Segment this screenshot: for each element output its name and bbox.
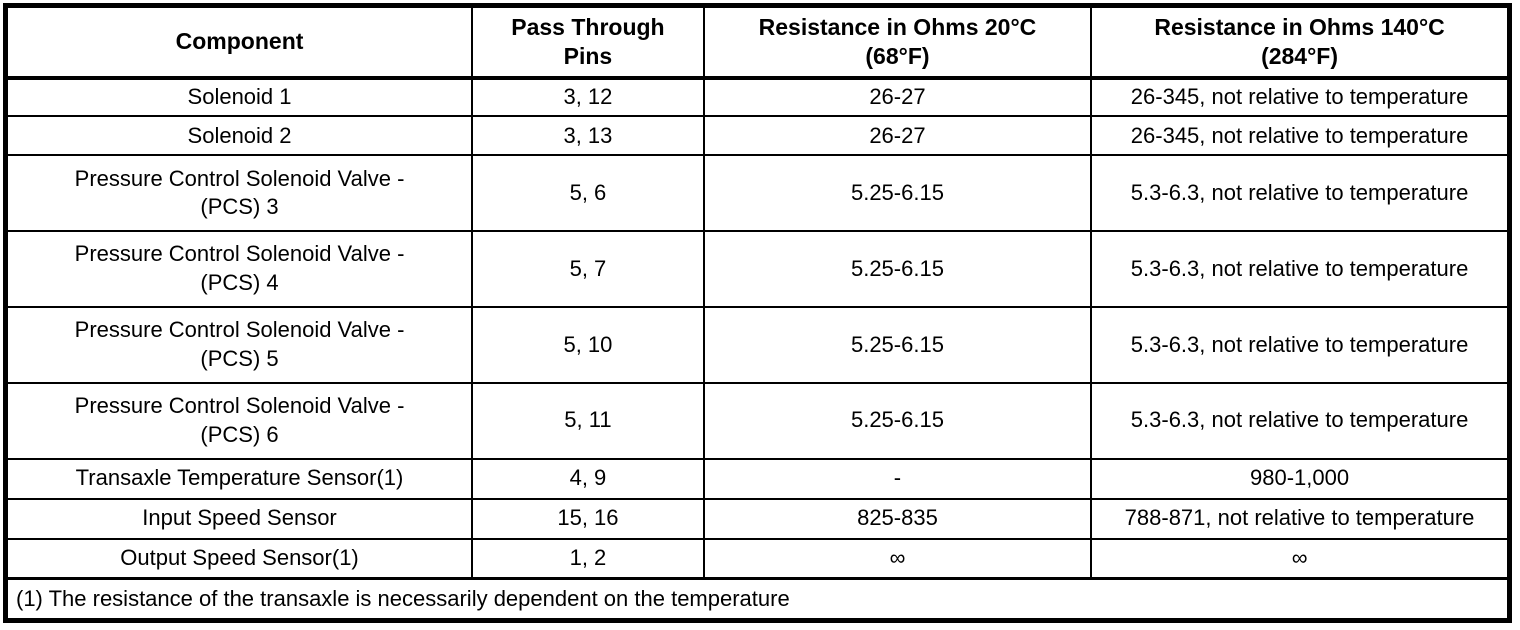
cell-resistance-140c: ∞	[1090, 537, 1511, 580]
cell-component: Transaxle Temperature Sensor(1)	[4, 457, 474, 500]
cell-resistance-140c: 26-345, not relative to temperature	[1090, 76, 1511, 118]
footnote-text: (1) The resistance of the transaxle is n…	[4, 577, 1511, 622]
table-row-solenoid-1: Solenoid 1 3, 12 26-27 26-345, not relat…	[4, 76, 1511, 118]
cell-resistance-20c: -	[702, 457, 1093, 500]
header-resistance-140c: Resistance in Ohms 140°C (284°F)	[1090, 4, 1511, 80]
cell-component: Pressure Control Solenoid Valve - (PCS) …	[4, 305, 474, 384]
header-pass-through-pins: Pass Through Pins	[471, 4, 705, 80]
cell-pins: 5, 6	[471, 154, 705, 233]
cell-resistance-20c: 5.25-6.15	[702, 154, 1093, 233]
table-body: Solenoid 1 3, 12 26-27 26-345, not relat…	[4, 76, 1511, 580]
cell-pins: 3, 13	[471, 115, 705, 157]
footnote-row: (1) The resistance of the transaxle is n…	[4, 577, 1511, 622]
cell-resistance-140c: 5.3-6.3, not relative to temperature	[1090, 230, 1511, 308]
cell-resistance-140c: 980-1,000	[1090, 457, 1511, 500]
cell-resistance-20c: 5.25-6.15	[702, 230, 1093, 308]
cell-resistance-20c: 5.25-6.15	[702, 305, 1093, 384]
cell-pins: 3, 12	[471, 76, 705, 118]
table-row-pcs-3: Pressure Control Solenoid Valve - (PCS) …	[4, 154, 1511, 233]
cell-resistance-140c: 26-345, not relative to temperature	[1090, 115, 1511, 157]
cell-resistance-20c: 26-27	[702, 76, 1093, 118]
table-row-output-speed-sensor: Output Speed Sensor(1) 1, 2 ∞ ∞	[4, 537, 1511, 580]
header-row: Component Pass Through Pins Resistance i…	[4, 4, 1511, 80]
header-component: Component	[4, 4, 474, 80]
table-row-solenoid-2: Solenoid 2 3, 13 26-27 26-345, not relat…	[4, 115, 1511, 157]
cell-pins: 5, 7	[471, 230, 705, 308]
cell-pins: 5, 11	[471, 381, 705, 460]
cell-component: Pressure Control Solenoid Valve - (PCS) …	[4, 230, 474, 308]
header-resistance-20c: Resistance in Ohms 20°C (68°F)	[702, 4, 1093, 80]
cell-resistance-20c: ∞	[702, 537, 1093, 580]
cell-pins: 1, 2	[471, 537, 705, 580]
table-row-pcs-5: Pressure Control Solenoid Valve - (PCS) …	[4, 305, 1511, 384]
cell-component: Input Speed Sensor	[4, 497, 474, 540]
spec-table-frame: Component Pass Through Pins Resistance i…	[3, 3, 1512, 623]
cell-pins: 4, 9	[471, 457, 705, 500]
cell-pins: 5, 10	[471, 305, 705, 384]
table-row-pcs-4: Pressure Control Solenoid Valve - (PCS) …	[4, 230, 1511, 308]
cell-resistance-140c: 5.3-6.3, not relative to temperature	[1090, 154, 1511, 233]
cell-resistance-140c: 5.3-6.3, not relative to temperature	[1090, 305, 1511, 384]
cell-component: Pressure Control Solenoid Valve - (PCS) …	[4, 381, 474, 460]
table-footer: (1) The resistance of the transaxle is n…	[4, 577, 1511, 622]
cell-resistance-20c: 825-835	[702, 497, 1093, 540]
cell-component: Output Speed Sensor(1)	[4, 537, 474, 580]
cell-pins: 15, 16	[471, 497, 705, 540]
cell-resistance-140c: 5.3-6.3, not relative to temperature	[1090, 381, 1511, 460]
cell-component: Pressure Control Solenoid Valve - (PCS) …	[4, 154, 474, 233]
table-header: Component Pass Through Pins Resistance i…	[4, 4, 1511, 80]
cell-resistance-20c: 26-27	[702, 115, 1093, 157]
cell-component: Solenoid 2	[4, 115, 474, 157]
component-resistance-table: Component Pass Through Pins Resistance i…	[3, 3, 1512, 623]
table-row-pcs-6: Pressure Control Solenoid Valve - (PCS) …	[4, 381, 1511, 460]
cell-component: Solenoid 1	[4, 76, 474, 118]
cell-resistance-140c: 788-871, not relative to temperature	[1090, 497, 1511, 540]
table-row-input-speed-sensor: Input Speed Sensor 15, 16 825-835 788-87…	[4, 497, 1511, 540]
cell-resistance-20c: 5.25-6.15	[702, 381, 1093, 460]
table-row-transaxle-temp-sensor: Transaxle Temperature Sensor(1) 4, 9 - 9…	[4, 457, 1511, 500]
